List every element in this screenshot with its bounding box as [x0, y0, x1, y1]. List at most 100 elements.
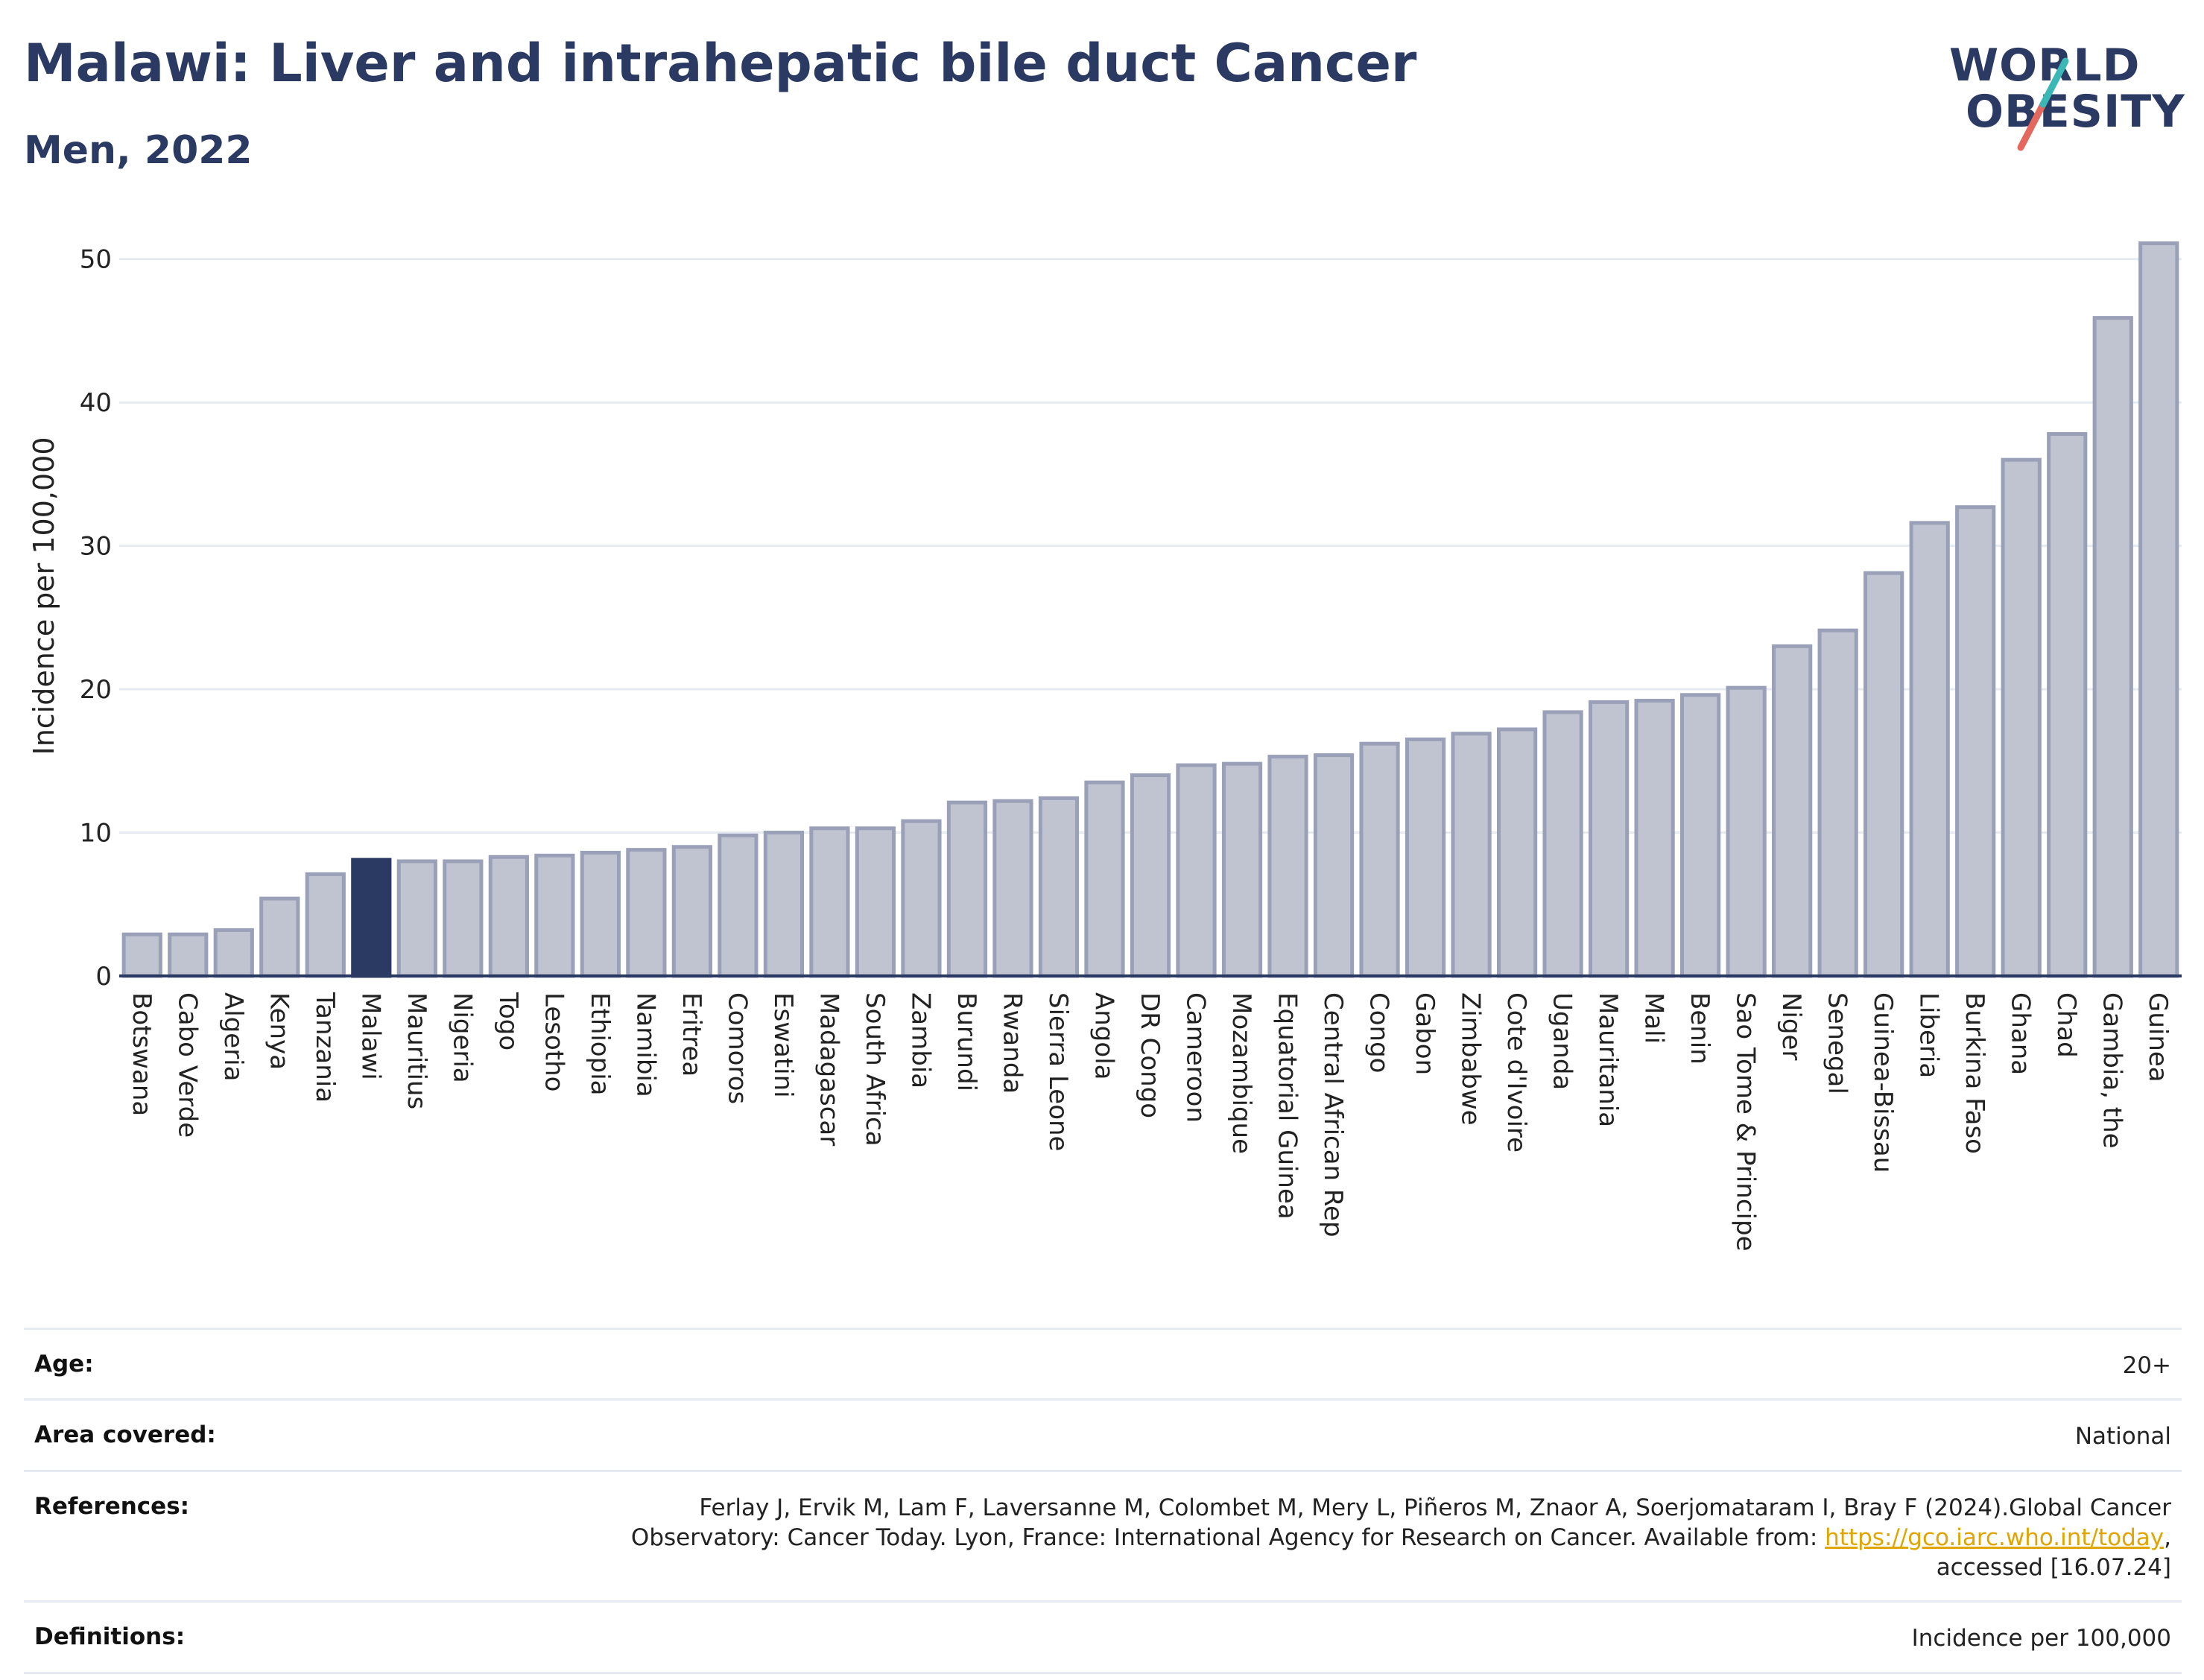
logo-slash-icon [2017, 57, 2069, 151]
bar [1496, 727, 1538, 978]
y-tick-label: 20 [80, 675, 112, 705]
x-tick-label: Malawi [355, 992, 385, 1080]
x-tick-label: Sao Tome & Principe [1731, 992, 1761, 1252]
x-tick-label: Cabo Verde [172, 992, 202, 1138]
chart-subtitle: Men, 2022 [24, 128, 253, 173]
x-tick-label: Sierra Leone [1043, 992, 1073, 1151]
x-tick-label: Congo [1364, 992, 1394, 1073]
bar [763, 831, 805, 978]
bar [1176, 763, 1217, 978]
bar [718, 833, 759, 978]
bar [1589, 700, 1630, 978]
x-tick-label: Rwanda [997, 992, 1027, 1094]
x-tick-label: Lesotho [539, 992, 569, 1091]
bar [580, 850, 621, 978]
y-tick-label: 40 [80, 388, 112, 418]
logo-line-2: OBESITY [1966, 86, 2185, 138]
x-tick-label: Algeria [218, 992, 248, 1081]
x-tick-label: Mali [1639, 992, 1669, 1044]
bar [1542, 710, 1583, 978]
area-label: Area covered: [34, 1421, 216, 1449]
x-tick-label: Madagascar [814, 992, 843, 1146]
info-row-age: Age: 20+ [24, 1328, 2182, 1398]
bar [809, 826, 850, 978]
x-tick-label: South Africa [860, 992, 890, 1147]
world-obesity-logo: WORLD OBESITY [1937, 36, 2191, 162]
age-value: 20+ [2122, 1352, 2171, 1379]
x-tick-label: Nigeria [447, 992, 477, 1083]
x-tick-label: Gambia, the [2097, 992, 2127, 1149]
bar [2001, 457, 2042, 978]
references-text-1: Ferlay J, Ervik M, Lam F, Laversanne M, … [630, 1494, 2171, 1551]
x-tick-label: Chad [2051, 992, 2081, 1058]
bar [1221, 761, 1263, 978]
x-tick-label: Burkina Faso [1960, 992, 1989, 1154]
x-tick-label: Ghana [2006, 992, 2036, 1075]
bar [259, 896, 300, 978]
bar [1772, 644, 1813, 978]
x-tick-label: Botswana [127, 992, 156, 1116]
references-link[interactable]: https://gco.iarc.who.int/today [1825, 1524, 2165, 1551]
x-tick-label: Zambia [905, 992, 935, 1088]
bar [351, 858, 392, 978]
bar [1084, 780, 1125, 978]
age-label: Age: [34, 1351, 94, 1378]
bar [626, 848, 667, 978]
bar [671, 845, 712, 978]
x-tick-label: Senegal [1823, 992, 1852, 1094]
x-tick-label: Mozambique [1226, 992, 1256, 1154]
x-tick-label: Angola [1089, 992, 1118, 1080]
x-tick-label: Tanzania [310, 992, 340, 1103]
y-axis-label: Incidence per 100,000 [28, 437, 60, 755]
bar [1130, 773, 1171, 978]
bar [1359, 741, 1400, 978]
bar [1634, 698, 1675, 978]
info-row-references: References: Ferlay J, Ervik M, Lam F, La… [24, 1469, 2182, 1601]
x-tick-label: Guinea [2143, 992, 2173, 1083]
references-text-2: , accessed [16.07.24] [1936, 1524, 2171, 1582]
bar [946, 800, 988, 978]
bar [1451, 732, 1492, 978]
x-tick-label: Eswatini [768, 992, 798, 1098]
references-value: Ferlay J, Ervik M, Lam F, Laversanne M, … [621, 1493, 2171, 1583]
x-tick-label: Uganda [1548, 992, 1577, 1090]
bar [488, 855, 529, 978]
bar [1817, 628, 1858, 978]
bar [168, 932, 209, 978]
bar [1863, 571, 1904, 978]
info-table: Age: 20+ Area covered: National Referenc… [24, 1328, 2182, 1674]
x-tick-label: Liberia [1914, 992, 1944, 1078]
bar [443, 859, 484, 978]
bar [992, 799, 1033, 978]
x-tick-label: DR Congo [1135, 992, 1165, 1118]
y-tick-label: 50 [80, 245, 112, 275]
bar [1267, 755, 1308, 978]
x-tick-label: Togo [493, 992, 523, 1050]
bar [1405, 737, 1446, 978]
x-tick-label: Niger [1776, 992, 1806, 1060]
bar [855, 826, 896, 978]
x-tick-label: Equatorial Guinea [1273, 992, 1302, 1220]
x-tick-label: Cameroon [1181, 992, 1211, 1123]
info-row-definitions: Definitions: Incidence per 100,000 [24, 1600, 2182, 1674]
x-tick-label: Comoros [722, 992, 752, 1104]
x-tick-label: Gabon [1410, 992, 1440, 1075]
bar-chart: 0 10 20 30 40 50 Incidence per 100,000 Botswana… [28, 241, 2182, 1252]
x-tick-label: Kenya [264, 992, 294, 1070]
x-tick-label: Ethiopia [585, 992, 615, 1095]
y-tick-label: 10 [80, 819, 112, 849]
x-tick-label: Zimbabwe [1456, 992, 1486, 1126]
bar [2047, 432, 2088, 978]
bar [2092, 316, 2133, 978]
bar [1909, 521, 1950, 978]
y-tick-label: 0 [95, 962, 112, 992]
bar [213, 928, 254, 978]
x-tick-label: Burundi [951, 992, 981, 1091]
definitions-label: Definitions: [34, 1623, 186, 1651]
x-tick-label: Cote d'Ivoire [1501, 992, 1531, 1153]
x-tick-label: Eritrea [677, 992, 706, 1077]
logo-line-1: WORLD [1949, 39, 2141, 92]
x-tick-label: Mauritania [1593, 992, 1623, 1127]
bar [1313, 753, 1355, 978]
info-row-area: Area covered: National [24, 1398, 2182, 1469]
